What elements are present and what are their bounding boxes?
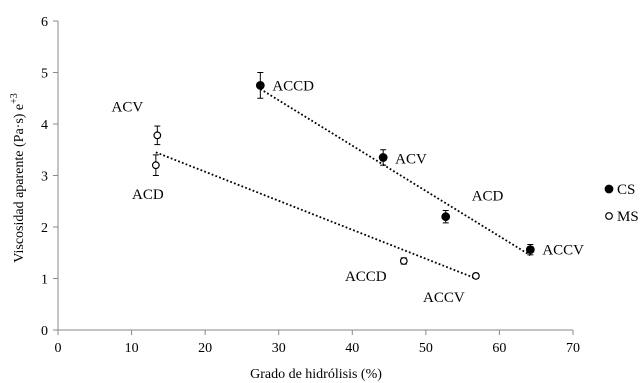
data-point-cs — [255, 72, 265, 99]
x-axis-title: Grado de hidrólisis (%) — [250, 367, 382, 382]
point-label: ACD — [472, 189, 504, 205]
point-label: ACCD — [272, 78, 314, 94]
data-marker — [441, 212, 451, 222]
x-tick-label: 0 — [55, 341, 62, 356]
y-tick-label: 4 — [41, 118, 48, 133]
legend-marker — [605, 212, 613, 220]
point-label: ACV — [395, 151, 427, 167]
trendlines — [155, 88, 531, 280]
y-tick-label: 6 — [41, 15, 48, 30]
data-marker — [151, 161, 160, 170]
x-axis-ticks: 0 10 20 30 40 50 60 70 — [55, 330, 580, 356]
trendline-ms — [155, 151, 477, 280]
x-tick-label: 30 — [272, 341, 286, 356]
legend-label: CS — [617, 182, 635, 198]
y-tick-label: 3 — [41, 170, 48, 185]
point-label: ACD — [132, 187, 164, 203]
y-tick-label: 1 — [41, 273, 48, 288]
legend-item-cs: CS — [604, 182, 635, 198]
y-axis-title: Viscosidad aparente (Pa·s) e+3 — [9, 93, 27, 263]
data-point-ms — [151, 154, 160, 176]
point-label: ACCD — [345, 269, 387, 285]
point-label: ACCV — [542, 243, 584, 259]
data-point-ms — [471, 272, 480, 280]
data-points — [151, 72, 535, 280]
data-marker — [378, 153, 388, 162]
y-axis-ticks: 0 1 2 3 4 5 6 — [41, 15, 58, 339]
point-label: ACCV — [423, 290, 465, 306]
trendline-cs — [259, 88, 531, 257]
data-marker — [525, 245, 535, 255]
x-tick-label: 20 — [198, 341, 212, 356]
x-tick-label: 40 — [345, 341, 359, 356]
data-point-cs — [441, 210, 451, 224]
legend-item-ms: MS — [605, 209, 639, 225]
data-point-cs — [525, 244, 535, 256]
data-point-ms — [399, 257, 408, 265]
legend-marker — [604, 184, 614, 194]
y-tick-label: 5 — [41, 67, 48, 82]
x-tick-label: 10 — [125, 341, 139, 356]
x-tick-label: 60 — [492, 341, 506, 356]
data-marker — [399, 257, 408, 265]
legend: CS MS — [604, 182, 639, 225]
point-label: ACV — [111, 99, 143, 115]
y-tick-label: 0 — [41, 324, 48, 339]
point-labels: ACCD ACV ACD ACCV ACV ACD ACCD ACCV — [111, 78, 584, 306]
data-marker — [471, 272, 480, 280]
data-marker — [153, 131, 162, 140]
data-point-ms — [153, 125, 162, 146]
legend-label: MS — [617, 209, 639, 225]
x-tick-label: 70 — [566, 341, 580, 356]
y-axis-title-exponent: +3 — [9, 93, 20, 104]
x-tick-label: 50 — [419, 341, 433, 356]
data-point-cs — [378, 149, 388, 166]
data-marker — [255, 80, 265, 90]
y-tick-label: 2 — [41, 221, 48, 236]
y-axis-title-main: Viscosidad aparente (Pa·s) e — [12, 104, 27, 263]
